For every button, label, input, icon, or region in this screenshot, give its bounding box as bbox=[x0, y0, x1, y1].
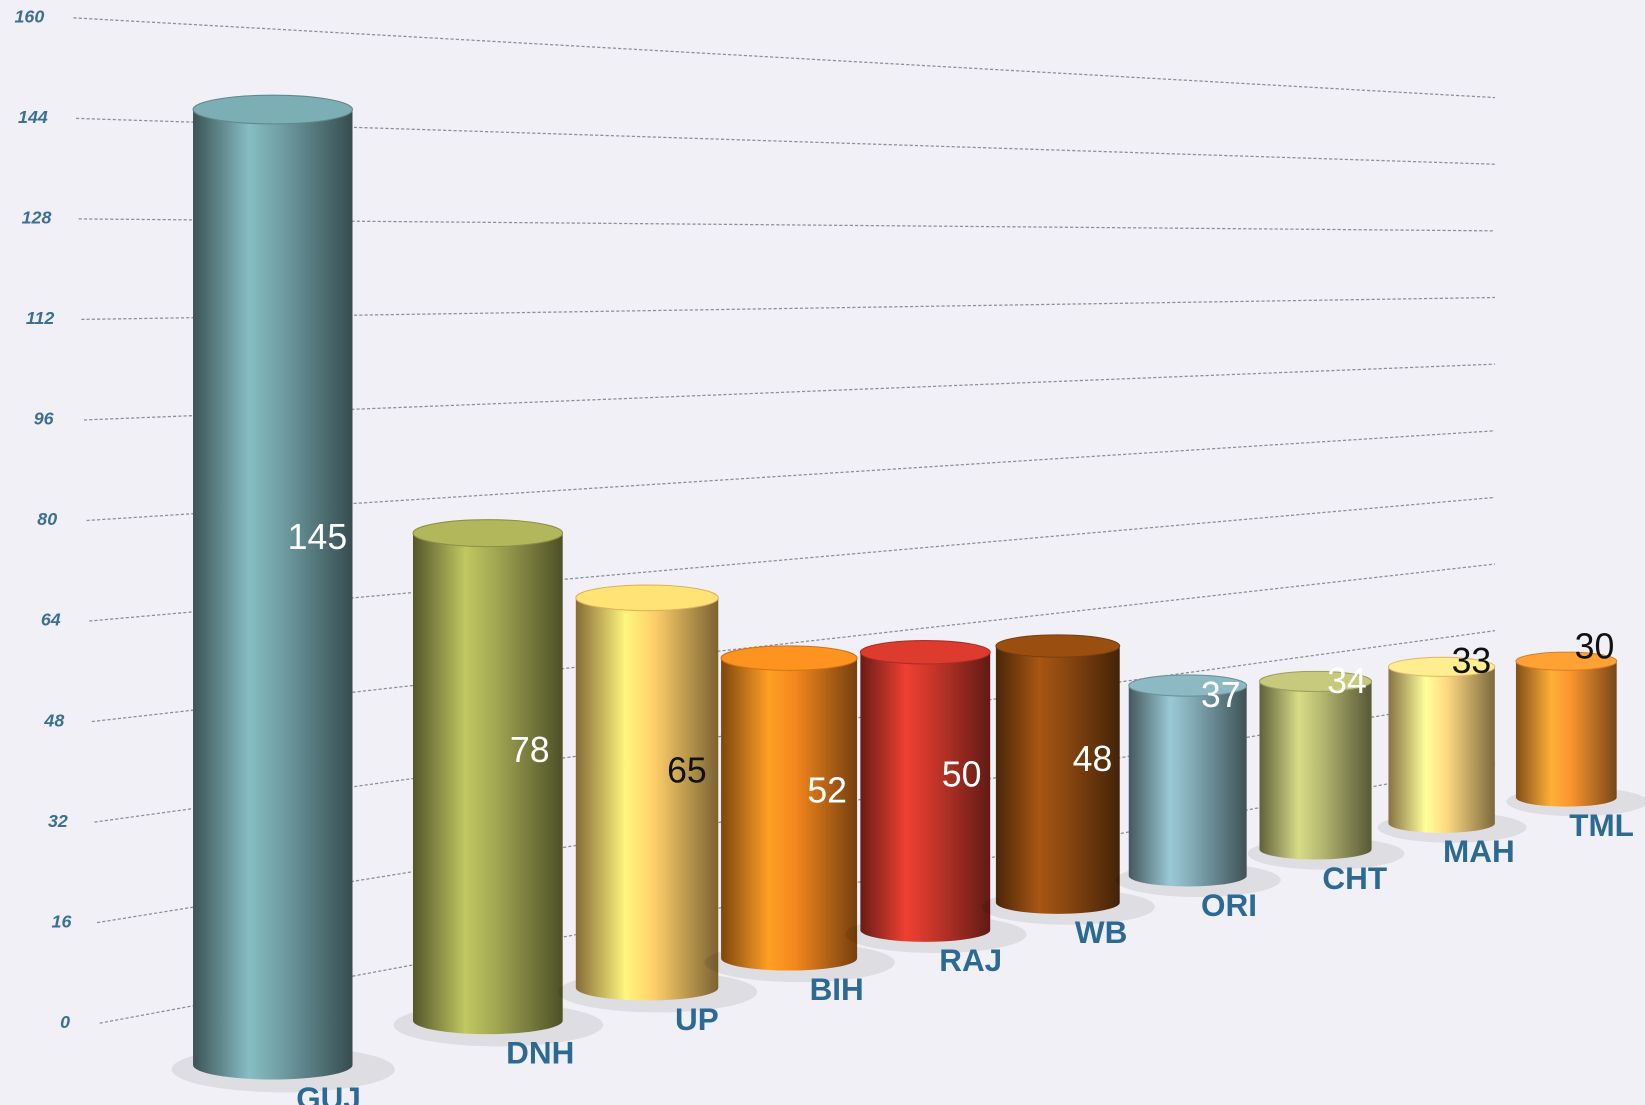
value-label: 34 bbox=[1327, 661, 1367, 701]
bar-top bbox=[1515, 651, 1618, 671]
value-label: 37 bbox=[1201, 675, 1241, 715]
bar bbox=[981, 634, 1155, 925]
bar-body bbox=[1259, 681, 1372, 860]
value-label: 78 bbox=[510, 730, 550, 770]
grid: 0 16 32 48 64 80 96 112 128 144 160 bbox=[15, 7, 1496, 1032]
x-tick-label: ORI bbox=[1201, 888, 1257, 923]
bar-body bbox=[1388, 666, 1495, 833]
bar-body bbox=[412, 533, 563, 1035]
x-tick-label: TML bbox=[1569, 808, 1634, 843]
bar-body bbox=[1128, 685, 1247, 887]
value-label: 33 bbox=[1452, 641, 1492, 681]
bar-top bbox=[1387, 656, 1496, 677]
bar bbox=[844, 640, 1027, 954]
grid-line bbox=[91, 563, 1496, 723]
y-tick-label: 64 bbox=[41, 610, 61, 630]
bar bbox=[171, 94, 395, 1093]
bar-top bbox=[1258, 670, 1373, 693]
bar-body bbox=[995, 646, 1120, 914]
grid-line bbox=[89, 496, 1496, 622]
y-tick-label: 96 bbox=[34, 409, 55, 429]
bar-body bbox=[575, 597, 719, 1001]
y-tick-label: 80 bbox=[37, 509, 57, 529]
bar-top bbox=[859, 640, 991, 665]
x-tick-label: CHT bbox=[1322, 861, 1387, 896]
value-label: 48 bbox=[1073, 739, 1113, 779]
bar-body bbox=[193, 109, 353, 1080]
x-tick-label: BIH bbox=[810, 972, 864, 1007]
bar bbox=[1377, 656, 1527, 843]
y-tick-label: 0 bbox=[60, 1012, 70, 1032]
grid-line bbox=[94, 630, 1496, 823]
grid-line bbox=[73, 17, 1496, 99]
x-tick-label: RAJ bbox=[939, 943, 1002, 978]
bar bbox=[1247, 670, 1405, 870]
x-tick-label: GUJ bbox=[296, 1081, 361, 1105]
y-tick-label: 128 bbox=[22, 208, 52, 228]
bar-top bbox=[720, 645, 858, 671]
bar bbox=[704, 645, 895, 983]
value-label: 30 bbox=[1575, 627, 1615, 667]
x-tick-label: UP bbox=[675, 1002, 719, 1037]
y-tick-label: 48 bbox=[43, 710, 64, 730]
bar-top bbox=[412, 519, 564, 548]
y-tick-label: 112 bbox=[26, 308, 55, 328]
value-label: 50 bbox=[942, 755, 982, 795]
value-label: 65 bbox=[667, 751, 707, 791]
x-tick-label: MAH bbox=[1443, 834, 1515, 869]
value-label: 52 bbox=[807, 771, 847, 811]
bar bbox=[557, 584, 758, 1013]
bar-top bbox=[1128, 674, 1248, 697]
bar-body bbox=[860, 652, 991, 942]
y-tick-label: 16 bbox=[52, 911, 73, 931]
y-tick-label: 160 bbox=[15, 7, 45, 27]
x-tick-label: DNH bbox=[506, 1035, 574, 1070]
bar bbox=[393, 519, 604, 1047]
bar-top bbox=[192, 94, 354, 125]
bar-top bbox=[575, 584, 719, 612]
y-tick-label: 144 bbox=[18, 107, 48, 127]
bar-body bbox=[1515, 661, 1617, 807]
bar-top bbox=[995, 634, 1121, 658]
y-tick-label: 32 bbox=[48, 811, 68, 831]
bar-body bbox=[721, 658, 858, 971]
bar bbox=[1506, 651, 1645, 817]
grid-line bbox=[83, 363, 1496, 421]
x-tick-label: WB bbox=[1075, 915, 1127, 950]
bars: 145 GUJ 78 DNH 65 UP 52 BIH 50 RAJ 48 WB 37 ORI 34 CHT 3… bbox=[171, 94, 1645, 1105]
value-label: 145 bbox=[288, 517, 347, 557]
grid-line bbox=[86, 430, 1496, 522]
bar bbox=[1115, 674, 1281, 898]
